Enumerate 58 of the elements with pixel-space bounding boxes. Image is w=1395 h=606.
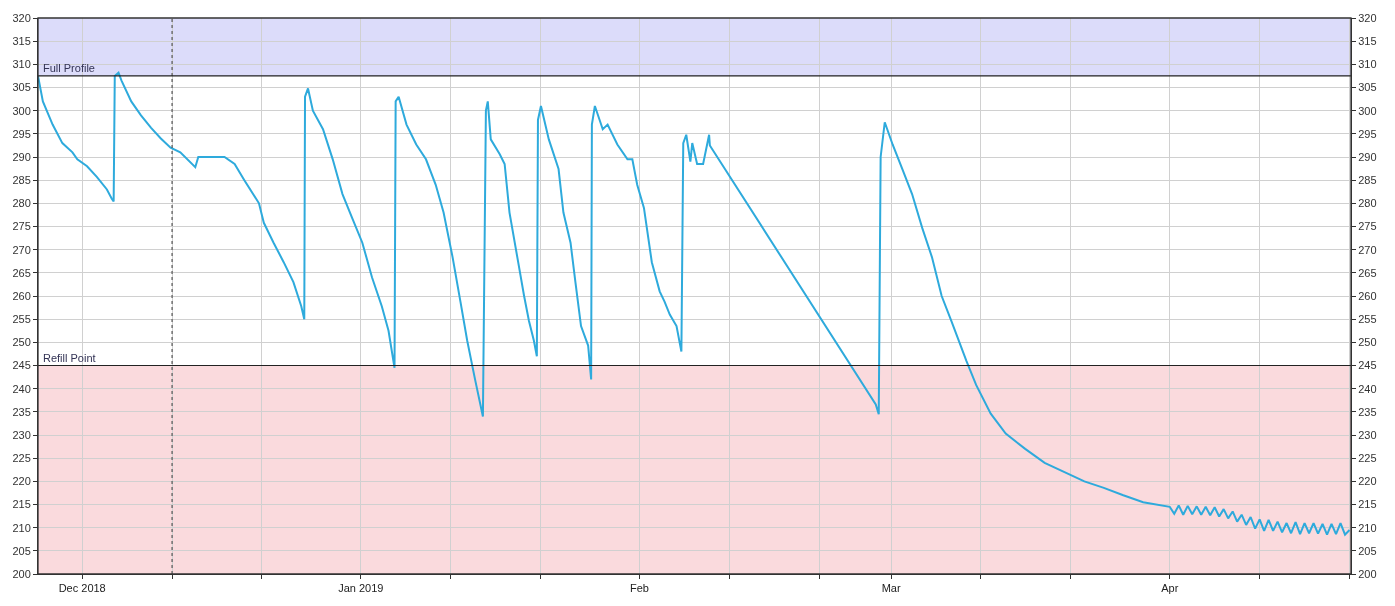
y-tick-label: 260 [12,289,31,302]
y2-tick-label: 315 [1358,35,1377,48]
y2-tick-label: 220 [1358,475,1377,488]
band-label: Full Profile [43,62,95,74]
line-series [38,71,1351,536]
y-tick-label: 295 [12,127,31,140]
y2-tick-label: 215 [1358,498,1377,511]
x-tick-label: Mar [881,582,901,595]
y-tick-label: 215 [12,498,31,511]
y2-tick-label: 265 [1358,266,1377,279]
y2-tick-label: 255 [1358,313,1377,326]
y2-tick-label: 200 [1358,567,1377,580]
y2-tick-label: 210 [1358,521,1377,534]
y-tick-label: 200 [12,567,31,580]
y2-tick-label: 290 [1358,150,1377,163]
y-tick-label: 235 [12,405,31,418]
y2-tick-label: 280 [1358,197,1377,210]
y-tick-label: 310 [12,58,31,71]
y2-tick-label: 250 [1358,336,1377,349]
x-tick-label: Feb [629,582,649,595]
y2-tick-label: 240 [1358,382,1377,395]
y2-tick-label: 225 [1358,452,1377,465]
y-tick-label: 275 [12,220,31,233]
y-tick-label: 230 [12,428,31,441]
y-tick-label: 315 [12,35,31,48]
y-tick-label: 270 [12,243,31,256]
y2-tick-label: 300 [1358,104,1377,117]
y-tick-label: 250 [12,336,31,349]
y-tick-label: 210 [12,521,31,534]
y2-tick-label: 245 [1358,359,1377,372]
y-tick-label: 255 [12,313,31,326]
y2-tick-label: 305 [1358,81,1377,94]
y-tick-label: 265 [12,266,31,279]
y-tick-label: 280 [12,197,31,210]
x-tick-label: Dec 2018 [58,582,106,595]
y2-tick-label: 205 [1358,544,1377,557]
y2-tick-label: 285 [1358,174,1377,187]
y2-tick-label: 295 [1358,127,1377,140]
y-tick-label: 320 [12,11,31,24]
y-tick-label: 220 [12,475,31,488]
y2-tick-label: 270 [1358,243,1377,256]
x-tick-label: Jan 2019 [338,582,384,595]
y-tick-label: 225 [12,452,31,465]
x-tick-label: Apr [1161,582,1179,595]
y-tick-label: 300 [12,104,31,117]
y2-tick-label: 275 [1358,220,1377,233]
y-tick-label: 205 [12,544,31,557]
y-tick-label: 245 [12,359,31,372]
band-label: Refill Point [43,352,96,364]
y2-tick-label: 230 [1358,428,1377,441]
y-tick-label: 240 [12,382,31,395]
y2-tick-label: 320 [1358,11,1377,24]
y-tick-label: 285 [12,174,31,187]
y-tick-label: 305 [12,81,31,94]
y2-tick-label: 310 [1358,58,1377,71]
y-tick-label: 290 [12,150,31,163]
y2-tick-label: 260 [1358,289,1377,302]
y2-tick-label: 235 [1358,405,1377,418]
